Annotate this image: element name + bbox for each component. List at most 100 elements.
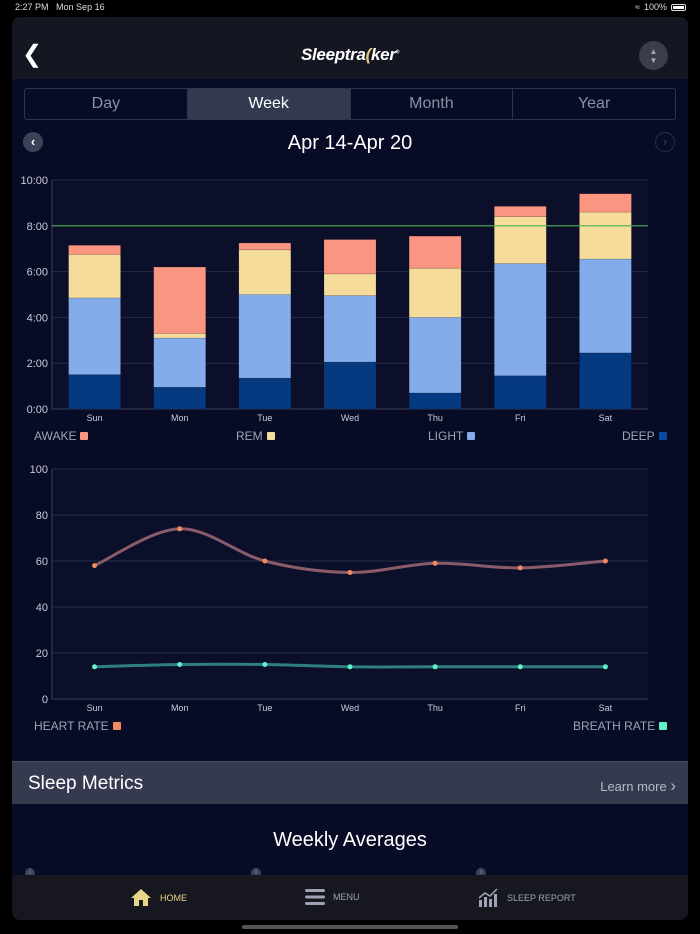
x-tick-label: Tue [257, 703, 272, 713]
x-tick-label: Sat [599, 413, 613, 423]
rem-swatch [266, 432, 275, 440]
y-tick-label: 4:00 [27, 312, 48, 324]
x-tick-label: Sun [87, 413, 103, 423]
deep-swatch [658, 432, 667, 440]
charts-canvas: 0:00 2:00 4:00 6:00 8:00 10:00 Sun Mon Tue Wed Thu… [20, 175, 648, 713]
bar-segment-light [323, 295, 377, 363]
chart-icon [478, 888, 498, 907]
sleep-metrics-title: Sleep Metrics [28, 773, 144, 794]
x-tick-label: Thu [427, 703, 443, 713]
legend-breath-rate: BREATH RATE [573, 719, 668, 733]
bar-segment-rem [408, 267, 462, 318]
y-tick-label: 60 [36, 556, 48, 568]
breath-rate-swatch [659, 722, 668, 730]
legend-deep: DEEP [622, 429, 667, 443]
sleep-stages-bar-chart: 0:00 2:00 4:00 6:00 8:00 10:00 Sun Mon Tue Wed Thu… [20, 175, 648, 423]
plot-area [52, 469, 648, 699]
date-range: Apr 14-Apr 20 [287, 132, 413, 154]
heart-rate-swatch [112, 722, 121, 730]
home-indicator [242, 925, 458, 929]
tabbar-home[interactable]: HOME [130, 888, 187, 907]
x-tick-label: Wed [341, 413, 359, 423]
weekly-averages-title: Weekly Averages [273, 829, 427, 851]
battery-level: 100% [643, 2, 667, 12]
bar-segment-light [238, 294, 292, 379]
tab-year[interactable]: Year [577, 95, 611, 112]
tabbar-menu[interactable]: MENU [305, 888, 360, 906]
data-point [347, 570, 353, 575]
bar-segment-light [68, 297, 121, 375]
tab-week[interactable]: Week [187, 89, 351, 119]
info-icon[interactable]: i [251, 868, 261, 878]
data-point [432, 560, 438, 566]
x-tick-label: Fri [515, 703, 526, 713]
light-swatch [467, 432, 476, 440]
awake-swatch [80, 432, 89, 440]
data-point [262, 662, 268, 667]
sleeptracker-logo: Sleeptra(ker® [300, 45, 400, 64]
bar-segment-rem [68, 254, 121, 299]
legend-light: LIGHT [428, 429, 476, 443]
data-point [432, 664, 438, 670]
chevron-right-icon: › [670, 776, 676, 795]
period-tabs: Day Week Month Year [24, 88, 676, 120]
y-tick-label: 2:00 [27, 358, 48, 370]
bar-segment-light [153, 337, 206, 388]
y-tick-label: 10:00 [20, 175, 48, 187]
data-point [262, 558, 268, 564]
x-tick-label: Sat [599, 703, 613, 713]
data-point [177, 526, 183, 532]
bar-segment-awake [238, 242, 292, 251]
bar-segment-rem [153, 333, 206, 339]
battery-icon [671, 3, 686, 11]
back-button[interactable]: ❮ [22, 41, 43, 68]
bar-segment-rem [323, 273, 377, 296]
bar-segment-deep [494, 375, 547, 410]
data-point [177, 662, 183, 667]
legend-awake: AWAKE [34, 429, 89, 443]
x-tick-label: Thu [427, 413, 443, 423]
home-icon [131, 889, 151, 906]
y-tick-label: 8:00 [27, 221, 48, 233]
bar-segment-deep [323, 361, 377, 410]
vitals-line-chart: 0 20 40 60 80 100 Sun Mon Tue Wed Thu Fri Sat [30, 464, 648, 713]
y-tick-label: 40 [36, 602, 48, 614]
data-point [602, 664, 608, 670]
data-point [602, 558, 608, 564]
y-tick-label: 80 [36, 510, 48, 522]
data-point [517, 565, 523, 571]
info-icon[interactable]: i [25, 868, 35, 878]
bar-segment-deep [579, 352, 632, 410]
bar-segment-awake [323, 239, 377, 275]
y-tick-label: 0:00 [27, 404, 48, 416]
bed-adjust-button[interactable]: ▲ ▼ [639, 41, 668, 70]
sleep-metrics-bar: Sleep Metrics Learn more › [12, 761, 688, 804]
learn-more-link[interactable]: Learn more › [600, 776, 676, 795]
data-point [92, 563, 98, 569]
info-icon[interactable]: i [476, 868, 486, 878]
bar-segment-deep [238, 377, 292, 410]
tab-month[interactable]: Month [351, 89, 514, 119]
bar-segment-deep [408, 392, 462, 410]
header: ❮ Sleeptra(ker® ▲ ▼ [12, 17, 688, 79]
y-tick-label: 6:00 [27, 267, 48, 279]
tabbar-sleep-report[interactable]: SLEEP REPORT [478, 888, 576, 907]
previous-week-button[interactable]: ‹ [23, 132, 43, 152]
bar-segment-deep [68, 374, 121, 410]
bar-segment-light [579, 258, 632, 354]
bar-segment-rem [494, 216, 547, 264]
bar-segment-rem [579, 211, 632, 260]
bar-segment-light [408, 317, 462, 394]
tab-day[interactable]: Day [25, 89, 188, 119]
legend-heart-rate: HEART RATE [34, 719, 121, 733]
data-point [347, 664, 353, 670]
bottom-tab-bar: HOME MENU SLEEP REPORT [12, 875, 688, 920]
status-time: 2:27 PM Mon Sep 16 [15, 2, 105, 12]
y-tick-label: 100 [30, 464, 48, 476]
up-down-arrow-icon: ▲ ▼ [649, 47, 658, 65]
bar-segment-awake [579, 193, 632, 213]
date-navigator: ‹ Apr 14-Apr 20 › [12, 129, 688, 157]
status-bar: 2:27 PM Mon Sep 16 ≈100% [0, 0, 700, 14]
x-tick-label: Sun [87, 703, 103, 713]
next-week-button[interactable]: › [655, 132, 675, 152]
